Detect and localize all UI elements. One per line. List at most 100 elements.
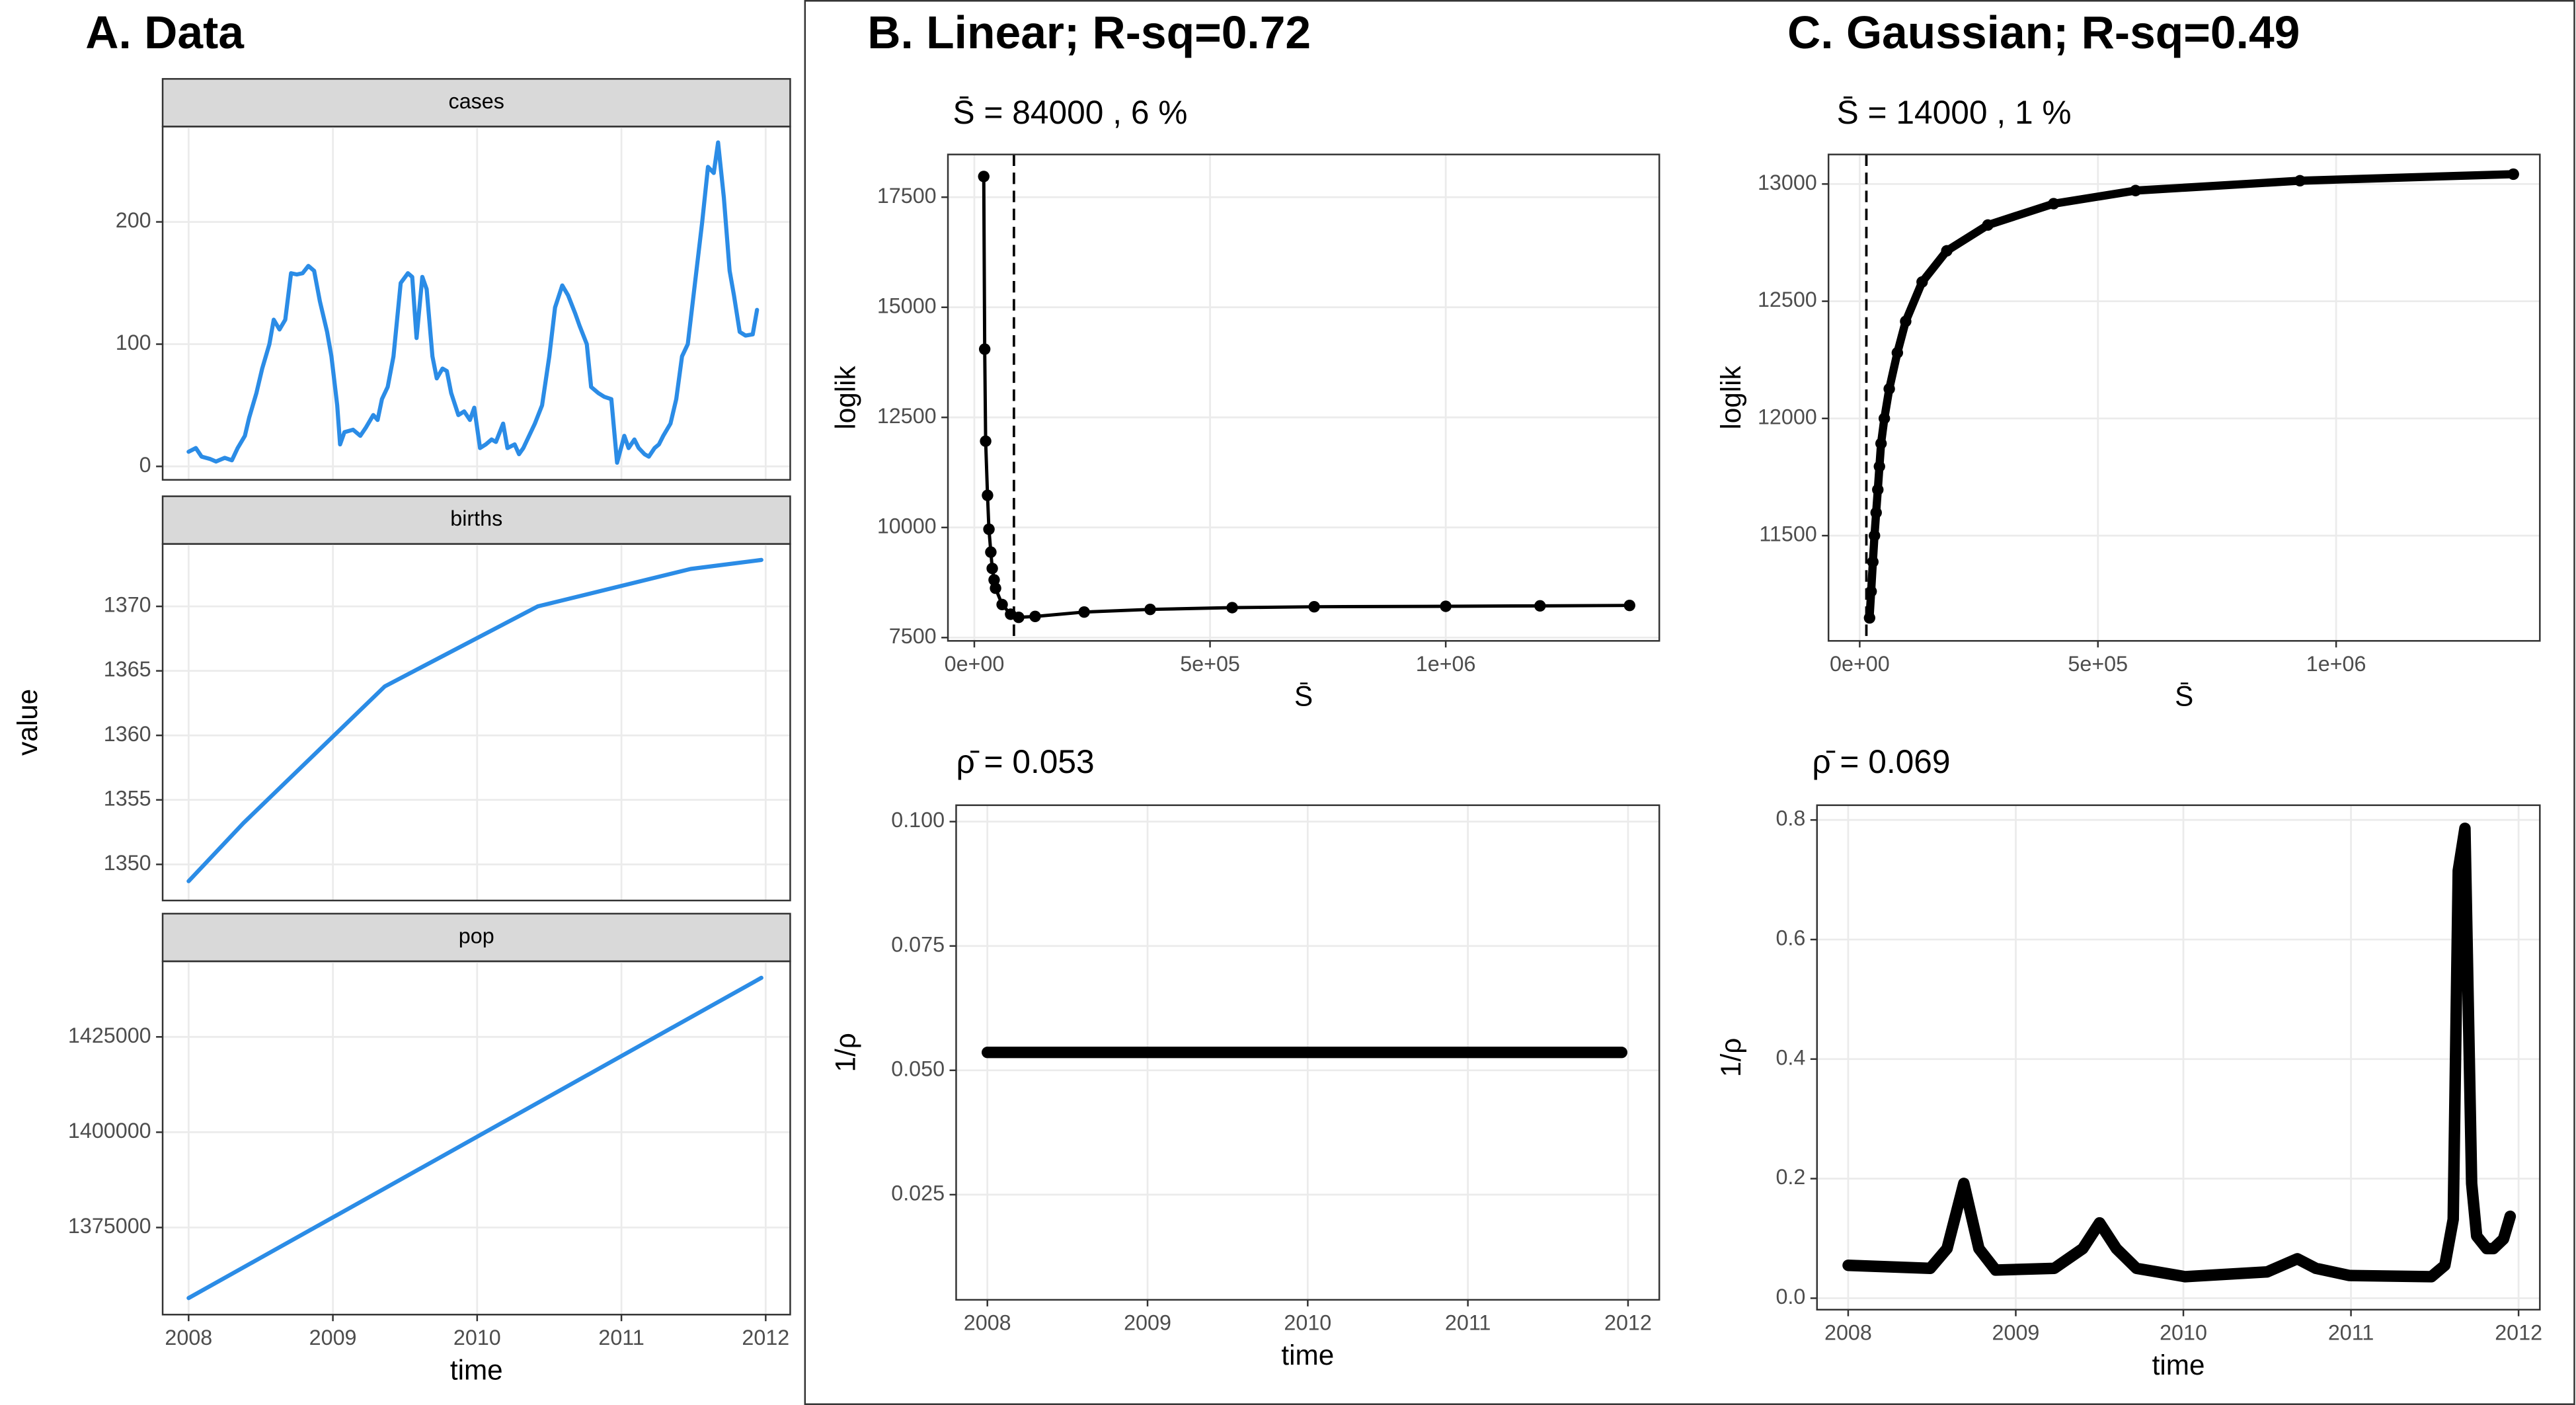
facet-label: pop	[459, 924, 494, 947]
x-tick-label: 2009	[1124, 1311, 1171, 1335]
y-tick-label: 0	[139, 453, 151, 477]
plot-background	[1816, 805, 2540, 1310]
y-tick-label: 17500	[877, 184, 937, 208]
y-tick-label: 1400000	[68, 1119, 151, 1143]
data-point	[1029, 610, 1041, 623]
data-point	[1872, 483, 1884, 496]
data-point	[1226, 602, 1238, 614]
x-tick-label: 0e+00	[945, 652, 1005, 676]
data-point	[1982, 219, 1994, 231]
y-tick-label: 1425000	[68, 1024, 151, 1047]
x-tick-label: 2010	[1284, 1311, 1331, 1335]
y-tick-label: 0.6	[1776, 926, 1805, 950]
data-point	[983, 523, 995, 536]
y-axis-label: 1/ρ	[830, 1033, 861, 1072]
y-tick-label: 1375000	[68, 1214, 151, 1238]
y-tick-label: 11500	[1759, 522, 1816, 546]
x-tick-label: 2008	[165, 1326, 212, 1349]
subtitle: S̄ = 84000 , 6 %	[953, 94, 1187, 131]
y-axis-label: value	[12, 689, 43, 756]
x-tick-label: 2008	[1824, 1321, 1872, 1345]
plot-border	[947, 153, 1660, 642]
y-tick-label: 1350	[104, 851, 151, 875]
data-point	[985, 546, 997, 558]
y-tick-label: 1365	[104, 657, 151, 681]
data-point	[1623, 599, 1635, 612]
panel-title: A. Data	[85, 7, 245, 58]
data-point	[1534, 600, 1546, 612]
data-point	[2048, 198, 2060, 210]
y-tick-label: 1370	[104, 593, 151, 617]
x-tick-label: 1e+06	[2306, 652, 2366, 676]
x-tick-label: 2008	[964, 1311, 1011, 1335]
facet-strip	[161, 912, 791, 963]
y-tick-label: 0.075	[891, 932, 945, 956]
x-tick-label: 2011	[598, 1326, 644, 1349]
x-tick-label: 2009	[1992, 1321, 2040, 1345]
data-point	[996, 598, 1008, 611]
data-line	[186, 140, 760, 465]
data-point	[1878, 413, 1891, 424]
x-axis-label: time	[450, 1354, 503, 1385]
subtitle: S̄ = 14000 , 1 %	[1837, 94, 2072, 131]
x-tick-label: 1e+06	[1416, 652, 1476, 676]
data-point	[1870, 506, 1882, 519]
facet-strip	[161, 495, 791, 545]
data-point	[1916, 276, 1928, 288]
data-point	[1308, 600, 1320, 613]
data-point	[1875, 438, 1887, 450]
y-tick-label: 1360	[104, 722, 151, 746]
data-point	[982, 489, 994, 501]
x-tick-label: 2011	[1445, 1311, 1491, 1335]
plot-border	[1827, 153, 2541, 642]
data-point	[1013, 611, 1025, 623]
x-tick-label: 5e+05	[2068, 652, 2128, 676]
y-tick-label: 12500	[1758, 288, 1817, 311]
y-tick-label: 0.0	[1776, 1285, 1805, 1308]
x-tick-label: 2012	[1604, 1311, 1652, 1335]
y-axis-label: loglik	[830, 365, 861, 429]
y-tick-label: 100	[116, 331, 151, 354]
data-line	[186, 557, 763, 883]
plot-background	[948, 154, 1660, 641]
x-axis-label: time	[1281, 1340, 1334, 1371]
x-tick-label: 2011	[2328, 1321, 2374, 1345]
data-point	[1883, 383, 1895, 395]
y-tick-label: 200	[116, 208, 151, 232]
y-axis-label: loglik	[1715, 365, 1746, 429]
y-tick-label: 0.8	[1776, 807, 1805, 830]
y-tick-label: 0.025	[891, 1181, 945, 1205]
data-point	[990, 582, 1001, 594]
x-tick-label: 2012	[742, 1326, 789, 1349]
subtitle: ρ̄ = 0.053	[956, 743, 1094, 780]
y-tick-label: 7500	[889, 624, 937, 648]
subtitle: ρ̄ = 0.069	[1812, 743, 1950, 780]
data-point	[986, 563, 998, 575]
data-point	[2129, 184, 2142, 196]
data-point	[2294, 175, 2306, 187]
plot-border	[1816, 804, 2541, 1311]
plot-border	[955, 804, 1660, 1301]
data-point	[1941, 245, 1953, 257]
panel-title: B. Linear; R-sq=0.72	[867, 7, 1311, 58]
data-line	[1842, 823, 2517, 1283]
panel-title: C. Gaussian; R-sq=0.49	[1787, 7, 2300, 58]
y-tick-label: 10000	[877, 514, 937, 538]
data-point	[1891, 346, 1904, 359]
x-tick-label: 5e+05	[1180, 652, 1240, 676]
data-point	[1440, 600, 1452, 612]
data-point	[980, 435, 992, 447]
facet-strip	[161, 78, 791, 128]
x-axis-label: time	[2152, 1349, 2205, 1381]
y-tick-label: 12000	[1758, 405, 1817, 428]
data-point	[1900, 315, 1912, 327]
data-point	[1865, 585, 1877, 598]
data-point	[1873, 460, 1885, 473]
y-tick-label: 0.4	[1776, 1045, 1805, 1069]
data-point	[1869, 530, 1881, 542]
plot-background	[1828, 154, 2540, 641]
x-tick-label: 2009	[309, 1326, 357, 1349]
y-tick-label: 0.050	[891, 1057, 945, 1080]
data-point	[1078, 606, 1090, 618]
x-tick-label: 2010	[453, 1326, 501, 1349]
